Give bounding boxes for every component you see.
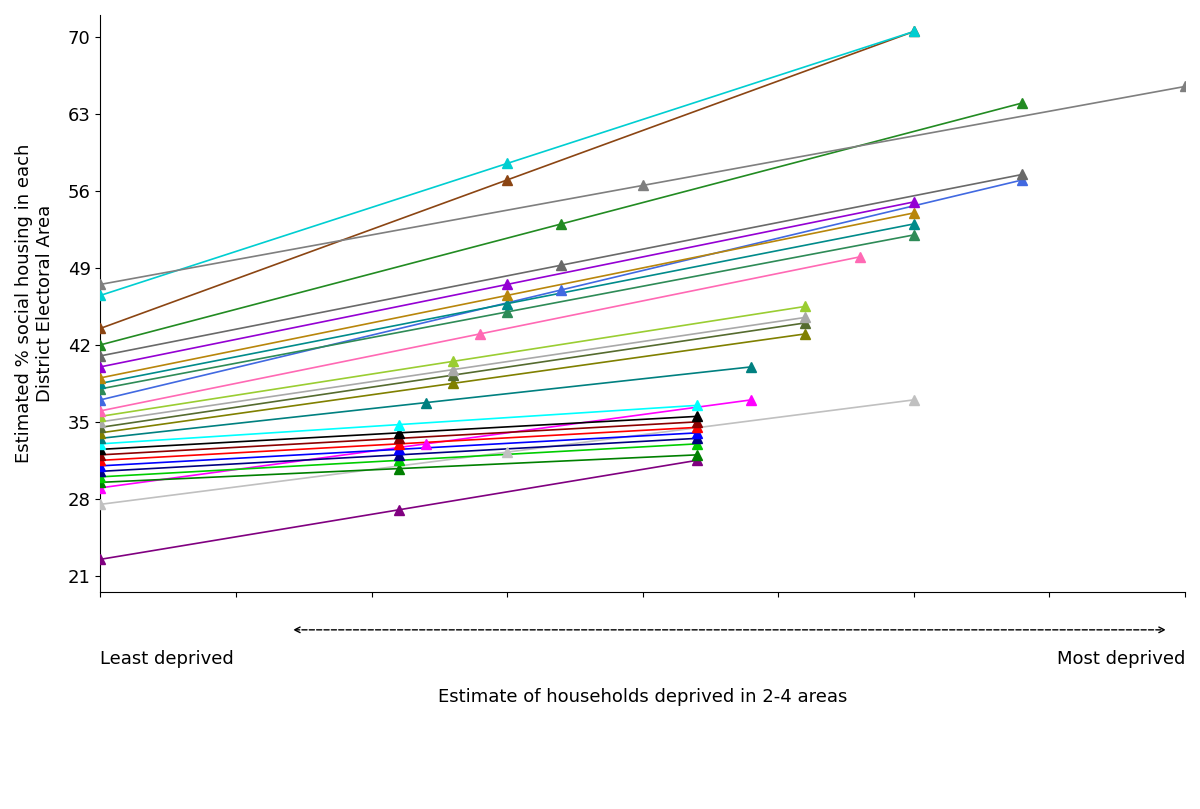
Text: Estimate of households deprived in 2-4 areas: Estimate of households deprived in 2-4 a…	[438, 688, 847, 705]
Y-axis label: Estimated % social housing in each
District Electoral Area: Estimated % social housing in each Distr…	[14, 144, 54, 464]
Text: Most deprived: Most deprived	[1057, 650, 1186, 668]
Text: Least deprived: Least deprived	[101, 650, 234, 668]
